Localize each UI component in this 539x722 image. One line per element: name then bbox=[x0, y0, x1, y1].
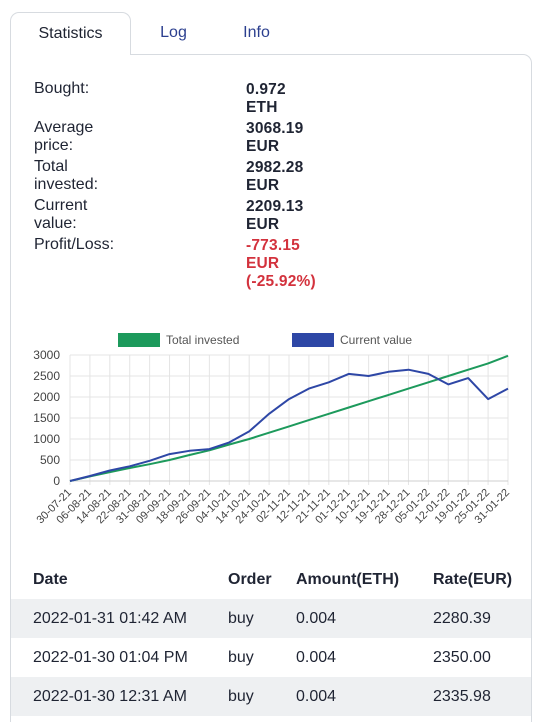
stat-label: Profit/Loss: bbox=[34, 236, 115, 253]
y-tick-label: 0 bbox=[53, 474, 60, 488]
table-row: 2022-01-30 12:31 AM buy 0.004 2335.98 bbox=[11, 677, 531, 716]
cell-date: 2022-01-31 01:42 AM bbox=[33, 610, 187, 627]
stat-value-negative: -773.15 EUR (-25.92%) bbox=[246, 237, 316, 290]
header-order: Order bbox=[228, 571, 272, 588]
stat-value: 2209.13 EUR bbox=[246, 198, 304, 233]
legend-label: Current value bbox=[340, 333, 412, 347]
y-tick-label: 2500 bbox=[33, 369, 60, 383]
cell-amount: 0.004 bbox=[296, 688, 337, 705]
legend-swatch bbox=[292, 333, 334, 347]
table-row: 2022-01-30 01:04 PM buy 0.004 2350.00 bbox=[11, 638, 531, 677]
header-date: Date bbox=[33, 571, 68, 588]
stat-value: 2982.28 EUR bbox=[246, 159, 304, 194]
cell-date: 2022-01-30 01:04 PM bbox=[33, 649, 188, 666]
header-rate: Rate(EUR) bbox=[433, 571, 513, 588]
stat-label: Bought: bbox=[34, 80, 90, 97]
tab-info[interactable]: Info bbox=[243, 24, 270, 41]
y-tick-label: 3000 bbox=[33, 348, 60, 362]
y-tick-label: 1500 bbox=[33, 411, 60, 425]
tab-statistics[interactable]: Statistics bbox=[10, 12, 131, 55]
series-line-total-invested bbox=[69, 354, 509, 482]
cell-rate: 2350.00 bbox=[433, 649, 491, 666]
stat-label: Total invested: bbox=[34, 158, 99, 193]
legend-label: Total invested bbox=[166, 333, 239, 347]
cell-order: buy bbox=[228, 649, 254, 666]
stat-label: Average price: bbox=[34, 119, 94, 154]
y-tick-label: 500 bbox=[40, 453, 60, 467]
table-header: Date Order Amount(ETH) Rate(EUR) bbox=[11, 560, 531, 599]
header-amount: Amount(ETH) bbox=[296, 571, 400, 588]
cell-amount: 0.004 bbox=[296, 610, 337, 627]
cell-order: buy bbox=[228, 688, 254, 705]
cell-order: buy bbox=[228, 610, 254, 627]
series-line-current-value bbox=[69, 368, 509, 482]
stat-value: 0.972 ETH bbox=[246, 81, 286, 116]
tab-bar: Statistics Log Info bbox=[10, 12, 532, 55]
stat-label: Current value: bbox=[34, 197, 88, 232]
cell-date: 2022-01-30 12:31 AM bbox=[33, 688, 187, 705]
portfolio-chart: 0 500 1000 1500 2000 2500 3000 30-07-21 06-08-21… bbox=[0, 320, 539, 550]
cell-rate: 2335.98 bbox=[433, 688, 491, 705]
chart-svg: 05001000150020002500300030-07-2106-08-21… bbox=[33, 333, 512, 526]
legend-swatch bbox=[118, 333, 160, 347]
y-tick-label: 1000 bbox=[33, 432, 60, 446]
stat-value: 3068.19 EUR bbox=[246, 120, 304, 155]
table-row: 2022-01-31 01:42 AM buy 0.004 2280.39 bbox=[11, 599, 531, 638]
panel-divider bbox=[130, 54, 522, 55]
tab-log[interactable]: Log bbox=[160, 24, 187, 41]
y-tick-label: 2000 bbox=[33, 390, 60, 404]
cell-rate: 2280.39 bbox=[433, 610, 491, 627]
cell-amount: 0.004 bbox=[296, 649, 337, 666]
